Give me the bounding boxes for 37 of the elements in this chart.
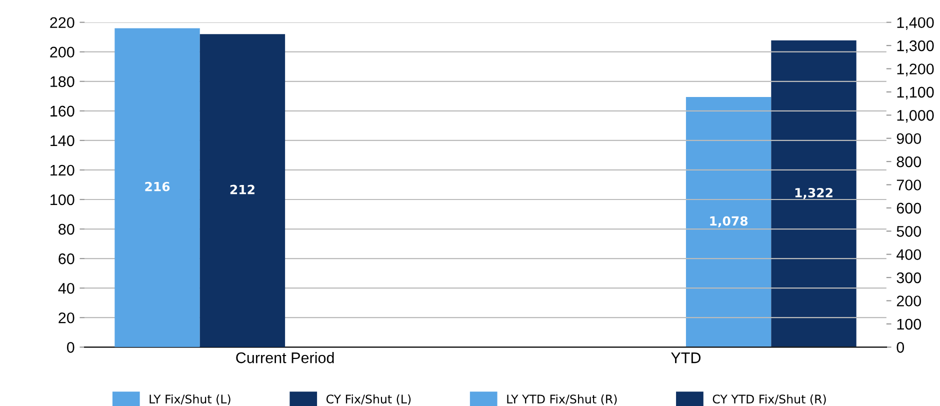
y2-tick-label: 1,300 bbox=[897, 40, 934, 54]
y-tick-label: 100 bbox=[50, 194, 74, 206]
legend-label: LY YTD Fix/Shut (R) bbox=[507, 394, 617, 405]
legend-label: LY Fix/Shut (L) bbox=[150, 394, 230, 405]
y2-tick-label: 500 bbox=[896, 226, 922, 237]
y-tick-label: 80 bbox=[58, 224, 74, 235]
y2-tick-label: 0 bbox=[896, 342, 904, 353]
x-tick-label: YTD bbox=[671, 352, 701, 364]
y2-tick-label: 1,200 bbox=[897, 64, 934, 76]
y-tick-label: 0 bbox=[66, 342, 74, 353]
y2-tick-label: 1,000 bbox=[897, 110, 934, 123]
data-label: 212 bbox=[230, 184, 254, 194]
y-tick-label: 120 bbox=[50, 164, 74, 176]
legend-label: CY Fix/Shut (L) bbox=[326, 394, 411, 405]
y2-tick-label: 100 bbox=[897, 318, 922, 330]
y2-tick-label: 1,400 bbox=[897, 17, 934, 30]
x-tick-label: Current Period bbox=[236, 352, 334, 364]
y-tick-label: 220 bbox=[50, 17, 74, 28]
y2-tick-label: 200 bbox=[896, 296, 922, 306]
y-tick-label: 20 bbox=[58, 312, 74, 324]
y-tick-label: 180 bbox=[50, 76, 74, 88]
y-tick-label: 40 bbox=[58, 282, 74, 294]
legend-label: CY YTD Fix/Shut (R) bbox=[712, 394, 826, 405]
y-tick-label: 160 bbox=[50, 106, 74, 117]
data-label: 216 bbox=[145, 182, 170, 192]
y2-tick-label: 300 bbox=[896, 272, 922, 284]
y-tick-label: 200 bbox=[50, 46, 74, 58]
y2-tick-label: 600 bbox=[896, 202, 922, 214]
y2-tick-label: 400 bbox=[896, 249, 922, 260]
data-label: 1,322 bbox=[795, 188, 832, 200]
y2-tick-label: 1,100 bbox=[897, 86, 934, 100]
y-tick-label: 60 bbox=[58, 253, 74, 264]
y-tick-label: 140 bbox=[50, 135, 74, 146]
data-label: 1,078 bbox=[710, 216, 748, 228]
y2-tick-label: 700 bbox=[896, 180, 922, 190]
y2-tick-label: 800 bbox=[896, 156, 922, 168]
y2-tick-label: 900 bbox=[896, 133, 922, 144]
